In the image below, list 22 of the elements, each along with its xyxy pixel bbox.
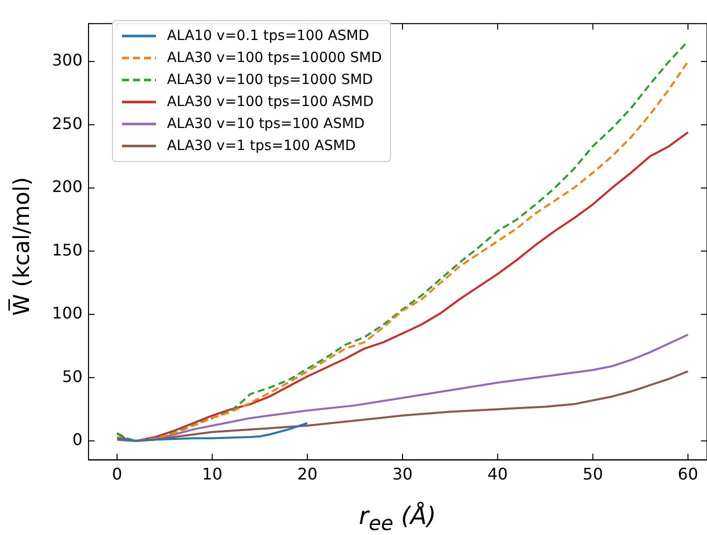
x-tick-label: 20: [297, 464, 318, 484]
legend-label: ALA30 v=100 tps=1000 SMD: [167, 72, 373, 88]
x-tick-label: 40: [487, 464, 508, 484]
x-axis-title: r$_{ee}$ (Å): [358, 502, 438, 535]
legend-label: ALA30 v=100 tps=10000 SMD: [167, 50, 382, 66]
y-tick-label: 200: [52, 177, 83, 196]
y-tick-label: 100: [52, 304, 83, 323]
y-axis-title: W̅ (kcal/mol): [10, 177, 35, 316]
x-tick-label: 60: [678, 464, 698, 484]
legend-label: ALA10 v=0.1 tps=100 ASMD: [167, 28, 370, 44]
x-tick-label: 0: [112, 464, 122, 484]
legend-label: ALA30 v=100 tps=100 ASMD: [167, 94, 374, 110]
y-tick-label: 250: [52, 114, 83, 133]
x-tick-label: 10: [202, 464, 222, 484]
legend-label: ALA30 v=10 tps=100 ASMD: [167, 116, 365, 132]
x-tick-label: 30: [392, 464, 413, 484]
y-tick-label: 50: [62, 366, 83, 386]
y-tick-label: 300: [52, 50, 83, 70]
y-tick-label: 150: [52, 240, 83, 260]
y-tick-label: 0: [72, 430, 83, 449]
x-tick-label: 50: [582, 464, 603, 484]
legend-label: ALA30 v=1 tps=100 ASMD: [167, 138, 356, 154]
